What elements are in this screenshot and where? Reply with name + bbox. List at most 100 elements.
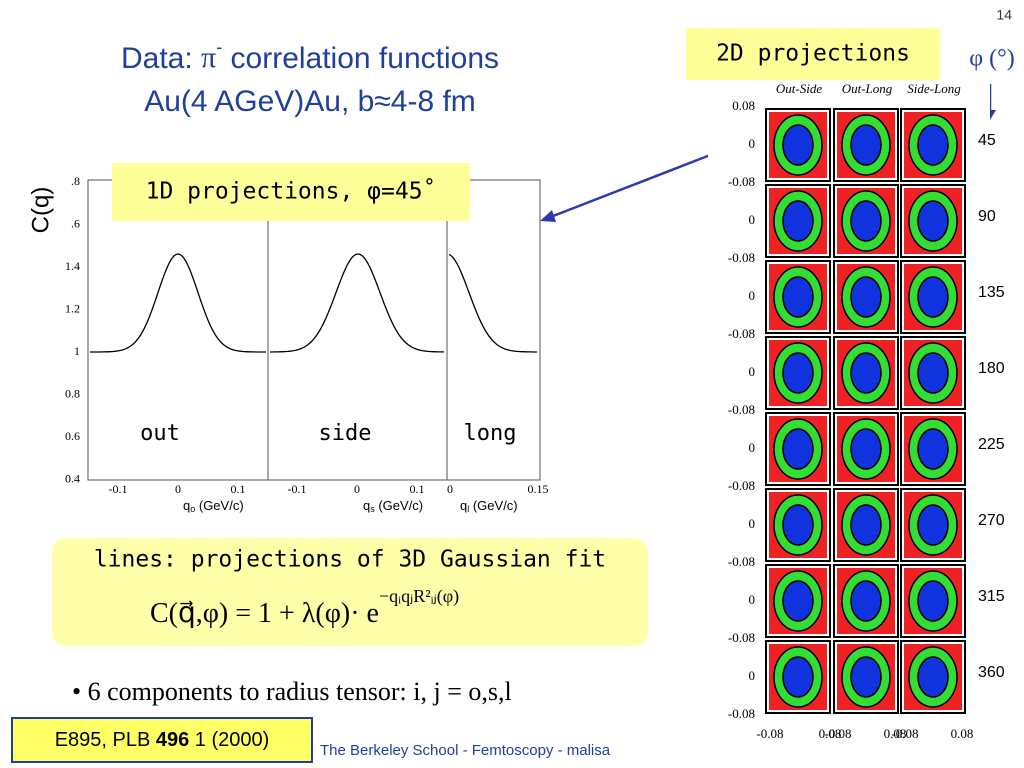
y-tick-label: -0.08 — [728, 174, 755, 189]
phi-label: φ (°) — [969, 46, 1014, 72]
arrow-head — [540, 210, 556, 222]
contour-inner — [850, 428, 882, 470]
y-tick-label: 0 — [749, 516, 756, 531]
callout — [112, 163, 470, 221]
reference: E895, PLB 496 1 (2000) — [55, 729, 270, 751]
x-axis-label: qs (GeV/c) — [363, 498, 423, 514]
fit-curve — [448, 253, 537, 353]
footer: The Berkeley School - Femtoscopy - malis… — [320, 742, 611, 759]
contour-inner — [782, 352, 814, 394]
contour-inner — [917, 276, 949, 318]
y-tick-label: 0 — [749, 668, 756, 683]
y-tick-label: 0 — [749, 212, 756, 227]
x-tick-label: 0.08 — [819, 726, 842, 741]
contour-inner — [782, 580, 814, 622]
phi-value: 45 — [978, 132, 996, 149]
x-axis-label: ql (GeV/c) — [460, 498, 518, 514]
plot-2d: Out-Side Out-Long Side-Long 45 90 135 180 225 27… — [728, 81, 1005, 741]
contour-inner — [850, 124, 882, 166]
contour-inner — [917, 124, 949, 166]
fit-text: lines: projections of 3D Gaussian fit — [94, 547, 606, 573]
contour-inner — [782, 124, 814, 166]
y-tick-label: 0 — [749, 440, 756, 455]
x-label-q: q — [363, 498, 370, 513]
x-label-unit: (GeV/c) — [375, 498, 423, 513]
y-tick-label: -0.08 — [728, 630, 755, 645]
x-tick-label: 0 — [447, 482, 453, 496]
phi-value: 180 — [978, 360, 1005, 377]
x-tick-label: 0.1 — [410, 482, 425, 496]
callout — [686, 28, 940, 80]
phi-value: 270 — [978, 512, 1005, 529]
contour-inner — [917, 504, 949, 546]
contour-inner — [850, 504, 882, 546]
y-tick-label: 1 — [74, 344, 80, 358]
contour-inner — [917, 428, 949, 470]
contour-inner — [782, 504, 814, 546]
panel-label: out — [140, 421, 180, 446]
panel-label: side — [319, 421, 372, 446]
contour-inner — [917, 352, 949, 394]
formula: C(q⃗,φ) = 1 + λ(φ)· e−qᵢqⱼR²ᵢⱼ(φ) — [150, 586, 459, 629]
x-tick-label: 0 — [175, 482, 181, 496]
x-tick-label: -0.1 — [288, 482, 307, 496]
y-tick-label: 0.4 — [65, 471, 80, 485]
contour-inner — [850, 200, 882, 242]
y-tick-label: 1.4 — [65, 259, 80, 273]
y-tick-label: 0.8 — [65, 386, 80, 400]
y-tick-label: -0.08 — [728, 250, 755, 265]
contour-inner — [782, 428, 814, 470]
y-axis-label: C(q) — [27, 187, 54, 234]
x-axis-label: qo (GeV/c) — [183, 498, 244, 514]
callout-text: 2D projections — [716, 41, 910, 67]
y-tick-label: 0 — [749, 592, 756, 607]
fit-curve — [90, 253, 266, 353]
contour-inner — [782, 656, 814, 698]
x-label-unit: (GeV/c) — [195, 498, 243, 513]
x-tick-label: -0.08 — [891, 726, 918, 741]
slide-number: 14 — [996, 7, 1012, 23]
x-tick-label: 0.1 — [231, 482, 246, 496]
phi-value: 360 — [978, 664, 1005, 681]
contour-inner — [850, 580, 882, 622]
title-line: Data: π- correlation functions — [121, 37, 499, 75]
column-label: Out-Side — [776, 81, 822, 96]
x-label-q: q — [183, 498, 190, 513]
contour-inner — [850, 276, 882, 318]
contour-inner — [782, 200, 814, 242]
bullet: • 6 components to radius tensor: i, j = … — [72, 677, 512, 706]
phi-value: 225 — [978, 436, 1005, 453]
x-tick-label: 0.15 — [528, 482, 549, 496]
x-tick-label: 0.08 — [951, 726, 974, 741]
x-tick-label: 0 — [354, 482, 360, 496]
reference-box — [11, 717, 313, 763]
contour-inner — [917, 656, 949, 698]
panel-label: long — [464, 421, 517, 446]
arrow — [547, 150, 719, 220]
fit-curves — [90, 253, 537, 353]
x-label-q: q — [460, 498, 467, 513]
y-tick-label: 0 — [749, 288, 756, 303]
contour-inner — [917, 200, 949, 242]
contour-inner — [850, 352, 882, 394]
x-tick-label: -0.1 — [109, 482, 128, 496]
x-tick-label: -0.08 — [756, 726, 783, 741]
fit-box — [52, 538, 648, 646]
x-label-unit: (GeV/c) — [469, 498, 517, 513]
phi-value: 90 — [978, 208, 996, 225]
y-tick-label: .6 — [71, 216, 80, 230]
phi-value: 135 — [978, 284, 1005, 301]
y-tick-label: -0.08 — [728, 402, 755, 417]
phi-value: 315 — [978, 588, 1005, 605]
y-tick-label: 1.2 — [65, 301, 80, 315]
column-label: Out-Long — [842, 81, 893, 96]
y-tick-label: -0.08 — [728, 478, 755, 493]
x-label-sub: s — [370, 504, 375, 514]
y-tick-label: .8 — [71, 174, 80, 188]
title-line: Au(4 AGeV)Au, b≈4-8 fm — [144, 85, 476, 118]
x-label-sub: o — [190, 504, 195, 514]
y-tick-label: 0.6 — [65, 429, 80, 443]
contour-inner — [850, 656, 882, 698]
y-tick-label: -0.08 — [728, 706, 755, 721]
y-tick-label: 0.08 — [732, 98, 755, 113]
